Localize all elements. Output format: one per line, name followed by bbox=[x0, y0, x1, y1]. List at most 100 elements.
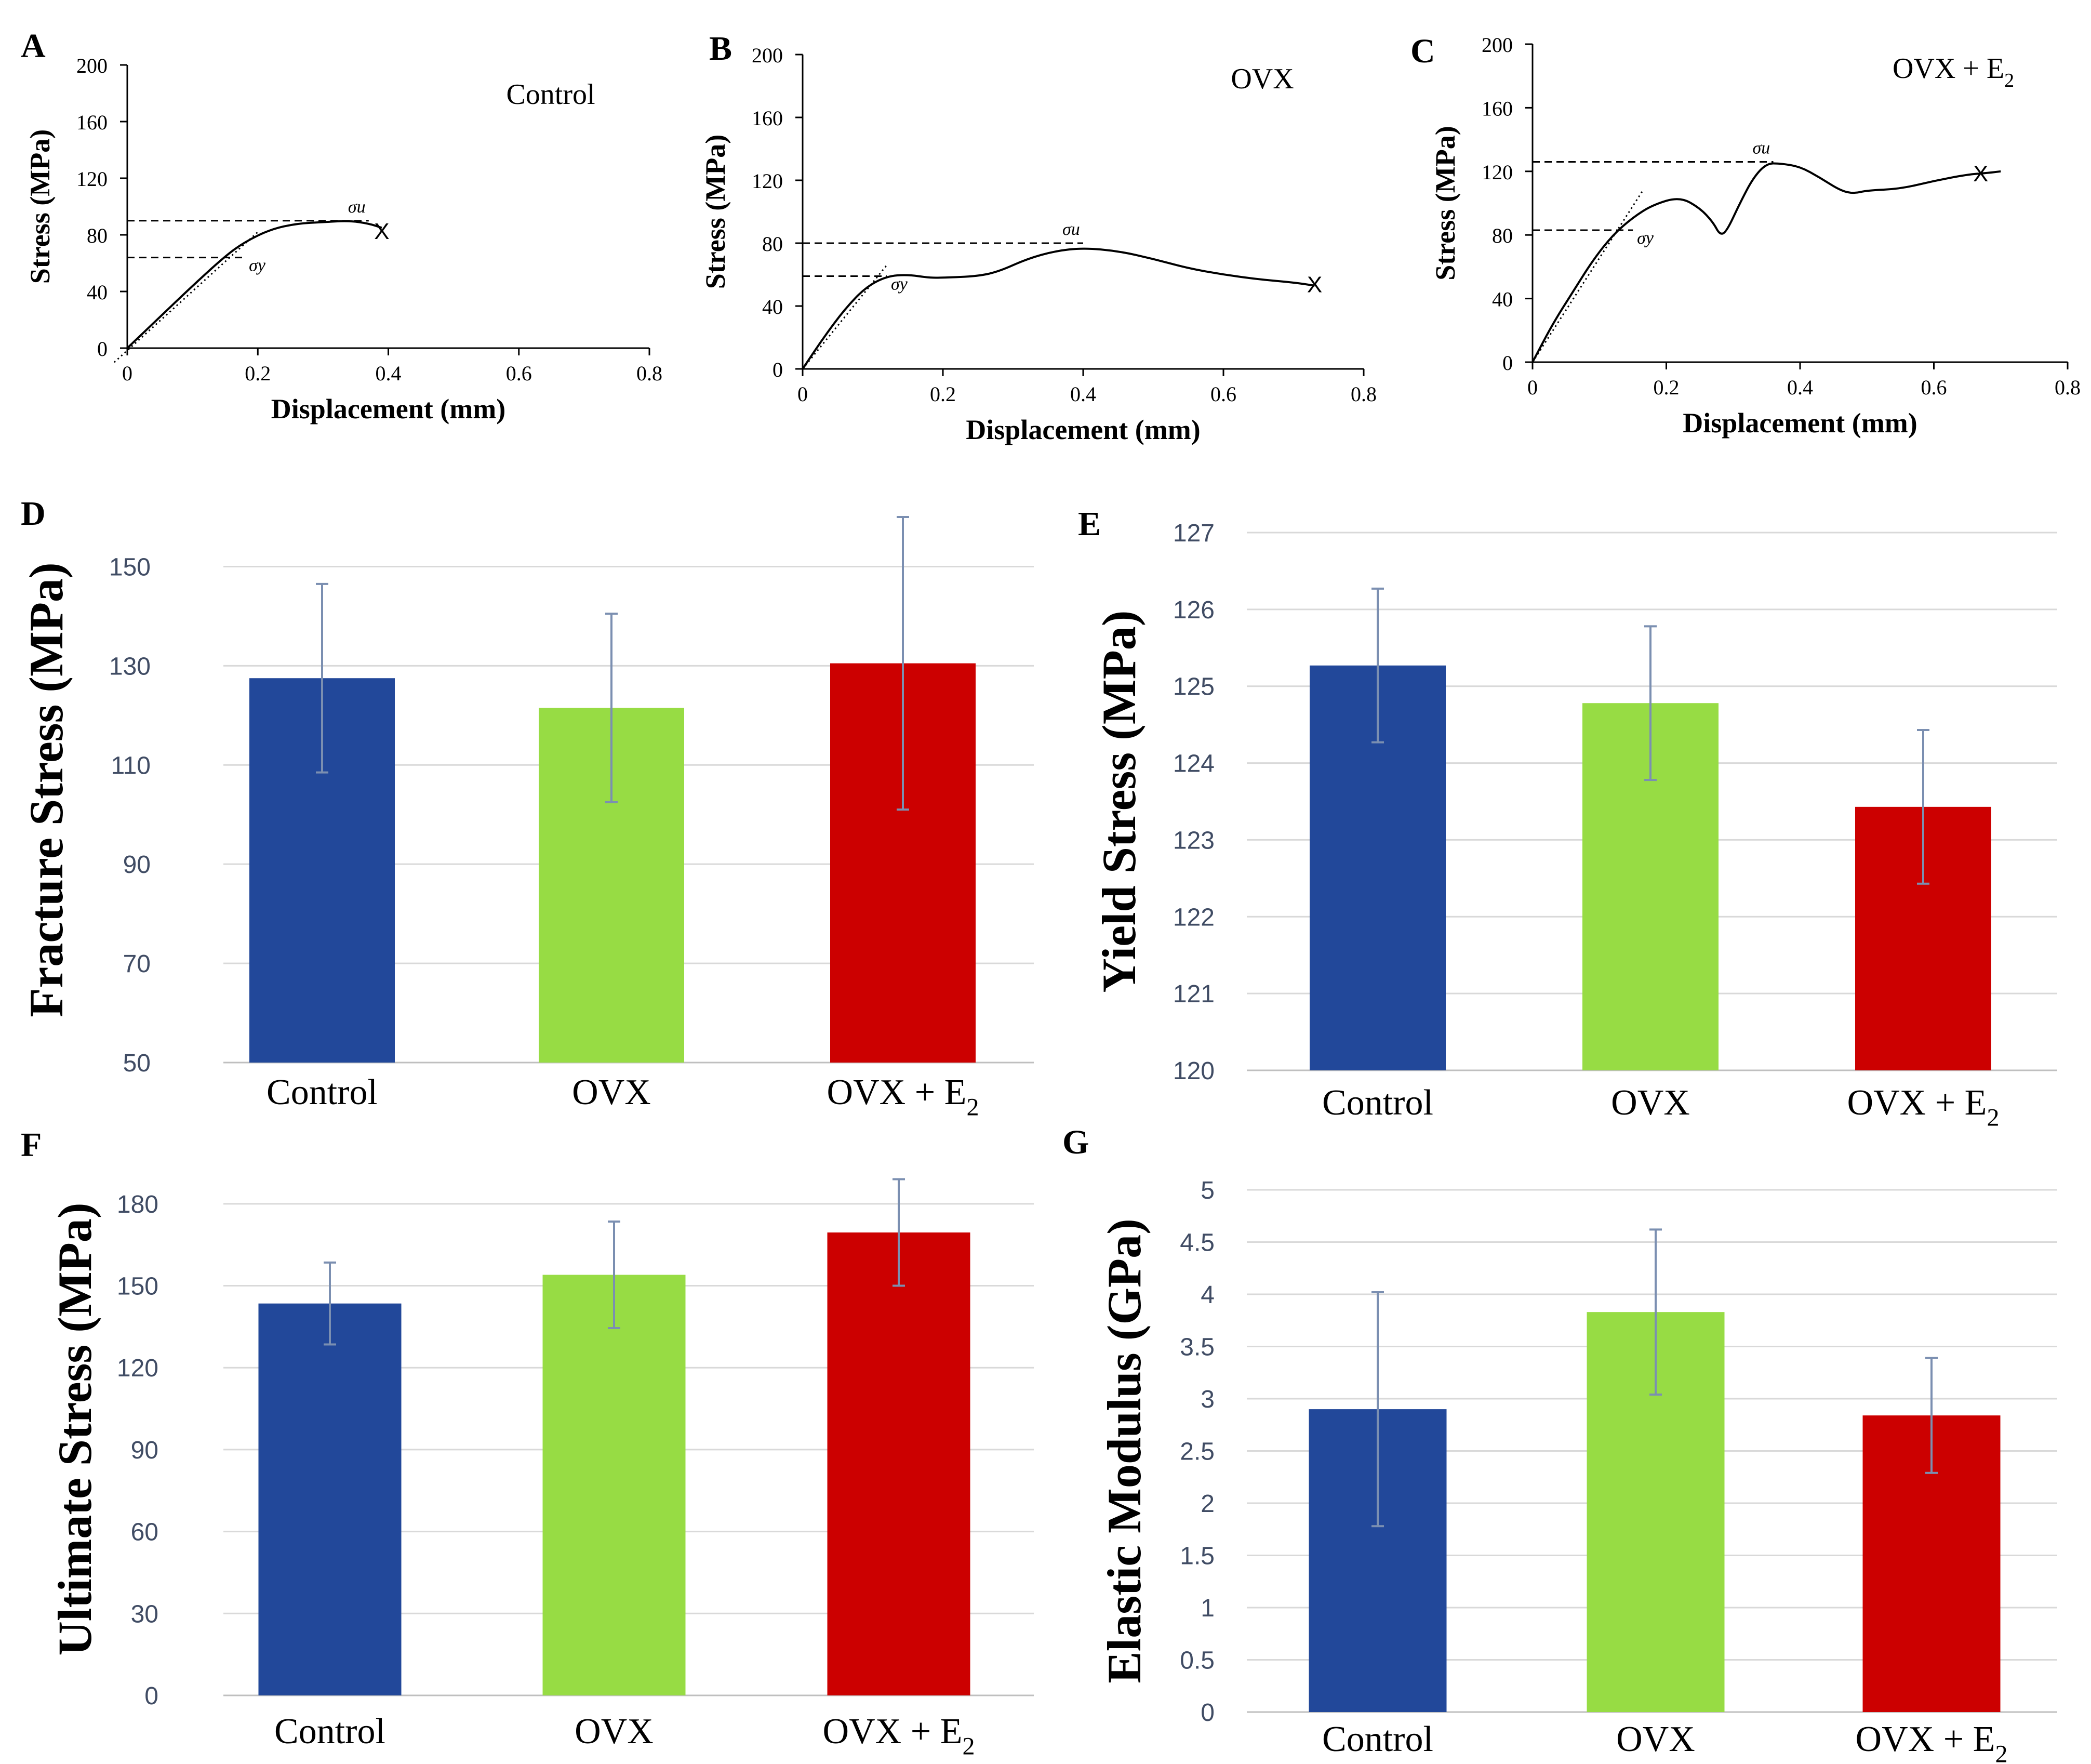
bar-3 bbox=[827, 1232, 970, 1695]
y-tick-label: 120 bbox=[76, 167, 108, 191]
x-tick-label: 0.8 bbox=[2055, 376, 2081, 399]
category-label: Control bbox=[267, 1072, 378, 1112]
bar-1 bbox=[258, 1303, 402, 1695]
y-tick-label: 1 bbox=[1201, 1595, 1215, 1622]
sigma-u-label: σu bbox=[1753, 138, 1770, 157]
y-tick-label: 50 bbox=[123, 1050, 151, 1077]
y-tick-label: 120 bbox=[1482, 161, 1513, 184]
y-tick-label: 0 bbox=[97, 337, 108, 361]
y-tick-label: 80 bbox=[87, 224, 108, 247]
y-tick-label: 200 bbox=[752, 44, 783, 67]
chart-title: OVX + E2 bbox=[1893, 52, 2014, 91]
y-tick-label: 123 bbox=[1173, 827, 1215, 854]
y-tick-label: 70 bbox=[123, 950, 151, 978]
y-tick-label: 3.5 bbox=[1180, 1334, 1215, 1361]
panel-letter: F bbox=[21, 1126, 42, 1164]
category-label: OVX + E2 bbox=[1847, 1083, 2000, 1132]
panel-letter: D bbox=[21, 495, 46, 533]
bar-chart-f: F 0 30 60 90 120 150 180 Ultimate Stress (MPa) Co… bbox=[21, 1126, 1034, 1760]
fracture-marker: X bbox=[1973, 161, 1988, 187]
y-tick-label: 120 bbox=[117, 1355, 158, 1382]
y-axis-label: Ultimate Stress (MPa) bbox=[48, 1202, 101, 1655]
panel-letter: B bbox=[709, 30, 732, 68]
x-axis-label: Displacement (mm) bbox=[271, 393, 505, 425]
x-axis-label: Displacement (mm) bbox=[1683, 407, 1917, 439]
y-tick-label: 60 bbox=[131, 1519, 158, 1546]
stress-curve bbox=[126, 220, 382, 349]
x-tick-label: 0.4 bbox=[1070, 382, 1096, 406]
category-label: Control bbox=[1322, 1719, 1433, 1759]
y-tick-label: 30 bbox=[131, 1600, 158, 1628]
panel-letter: C bbox=[1410, 32, 1435, 70]
y-tick-label: 160 bbox=[752, 107, 783, 130]
category-label: OVX + E2 bbox=[823, 1712, 975, 1760]
sigma-y-label: σy bbox=[891, 275, 908, 294]
y-tick-label: 80 bbox=[762, 232, 783, 256]
x-tick-label: 0.4 bbox=[1787, 376, 1813, 399]
sigma-u-label: σu bbox=[1062, 220, 1080, 239]
category-label: Control bbox=[1322, 1083, 1433, 1123]
x-tick-label: 0.6 bbox=[1210, 382, 1236, 406]
chart-title: Control bbox=[506, 78, 595, 111]
sigma-u-label: σu bbox=[348, 197, 366, 217]
x-tick-label: 0.6 bbox=[506, 362, 532, 385]
y-tick-label: 3 bbox=[1201, 1386, 1215, 1413]
y-tick-label: 126 bbox=[1173, 596, 1215, 624]
bar-chart-d: D 50 70 90 110 130 150 Fracture Stress (MPa) Con… bbox=[20, 495, 1034, 1121]
y-tick-label: 0 bbox=[773, 358, 783, 381]
y-tick-label: 180 bbox=[117, 1191, 158, 1218]
category-label: OVX bbox=[1616, 1719, 1695, 1759]
x-tick-label: 0.2 bbox=[245, 362, 271, 385]
y-tick-label: 125 bbox=[1173, 673, 1215, 701]
stress-displacement-chart-c: C 0 40 80 120 160 200 0 0.2 0.4 0.6 0.8 Displacement… bbox=[1410, 32, 2081, 439]
y-tick-label: 127 bbox=[1173, 520, 1215, 547]
y-tick-label: 122 bbox=[1173, 904, 1215, 931]
y-axis-label: Elastic Modulus (GPa) bbox=[1098, 1218, 1151, 1683]
y-tick-label: 2.5 bbox=[1180, 1438, 1215, 1466]
x-tick-label: 0.8 bbox=[1351, 382, 1377, 406]
x-axis-label: Displacement (mm) bbox=[966, 414, 1200, 445]
panel-letter: G bbox=[1062, 1123, 1089, 1161]
y-tick-label: 0.5 bbox=[1180, 1647, 1215, 1675]
category-label: OVX bbox=[572, 1072, 651, 1112]
y-tick-label: 0 bbox=[144, 1682, 158, 1710]
x-tick-label: 0 bbox=[797, 382, 808, 406]
y-tick-label: 160 bbox=[76, 111, 108, 134]
y-tick-label: 40 bbox=[1492, 288, 1513, 311]
y-tick-label: 200 bbox=[1482, 33, 1513, 57]
y-tick-label: 4.5 bbox=[1180, 1229, 1215, 1257]
sigma-y-label: σy bbox=[1637, 229, 1654, 248]
y-tick-label: 0 bbox=[1502, 351, 1513, 375]
panel-letter: A bbox=[21, 27, 46, 65]
x-tick-label: 0.4 bbox=[376, 362, 402, 385]
y-axis-label: Stress (MPa) bbox=[24, 129, 56, 284]
stress-displacement-chart-a: A 0 40 80 120 160 200 0 0.2 0.4 0.6 0.8 Displacement… bbox=[21, 27, 662, 425]
fracture-marker: X bbox=[374, 219, 389, 244]
stress-curve bbox=[1531, 162, 2001, 363]
y-tick-label: 120 bbox=[752, 169, 783, 193]
y-tick-label: 80 bbox=[1492, 224, 1513, 247]
x-tick-label: 0.2 bbox=[1654, 376, 1680, 399]
y-tick-label: 40 bbox=[87, 281, 108, 304]
y-tick-label: 90 bbox=[123, 851, 151, 879]
y-tick-label: 110 bbox=[111, 752, 151, 779]
y-tick-label: 4 bbox=[1201, 1281, 1215, 1309]
bar-2 bbox=[542, 1275, 686, 1695]
category-label: OVX + E2 bbox=[827, 1072, 979, 1121]
y-tick-label: 90 bbox=[131, 1437, 158, 1464]
x-tick-label: 0 bbox=[1527, 376, 1538, 399]
y-axis-label: Yield Stress (MPa) bbox=[1093, 611, 1146, 993]
sigma-y-label: σy bbox=[249, 256, 266, 275]
y-tick-label: 150 bbox=[117, 1273, 158, 1301]
y-axis-label: Stress (MPa) bbox=[1430, 126, 1461, 280]
y-tick-label: 2 bbox=[1201, 1490, 1215, 1518]
y-tick-label: 120 bbox=[1173, 1057, 1215, 1085]
y-tick-label: 0 bbox=[1201, 1699, 1215, 1727]
category-label: Control bbox=[274, 1712, 385, 1752]
stress-curve bbox=[802, 247, 1315, 370]
y-tick-label: 5 bbox=[1201, 1177, 1215, 1204]
category-label: OVX + E2 bbox=[1856, 1719, 2008, 1764]
y-tick-label: 1.5 bbox=[1180, 1543, 1215, 1570]
stress-displacement-chart-b: B 0 40 80 120 160 200 0 0.2 0.4 0.6 0.8 Displacement… bbox=[700, 30, 1377, 445]
